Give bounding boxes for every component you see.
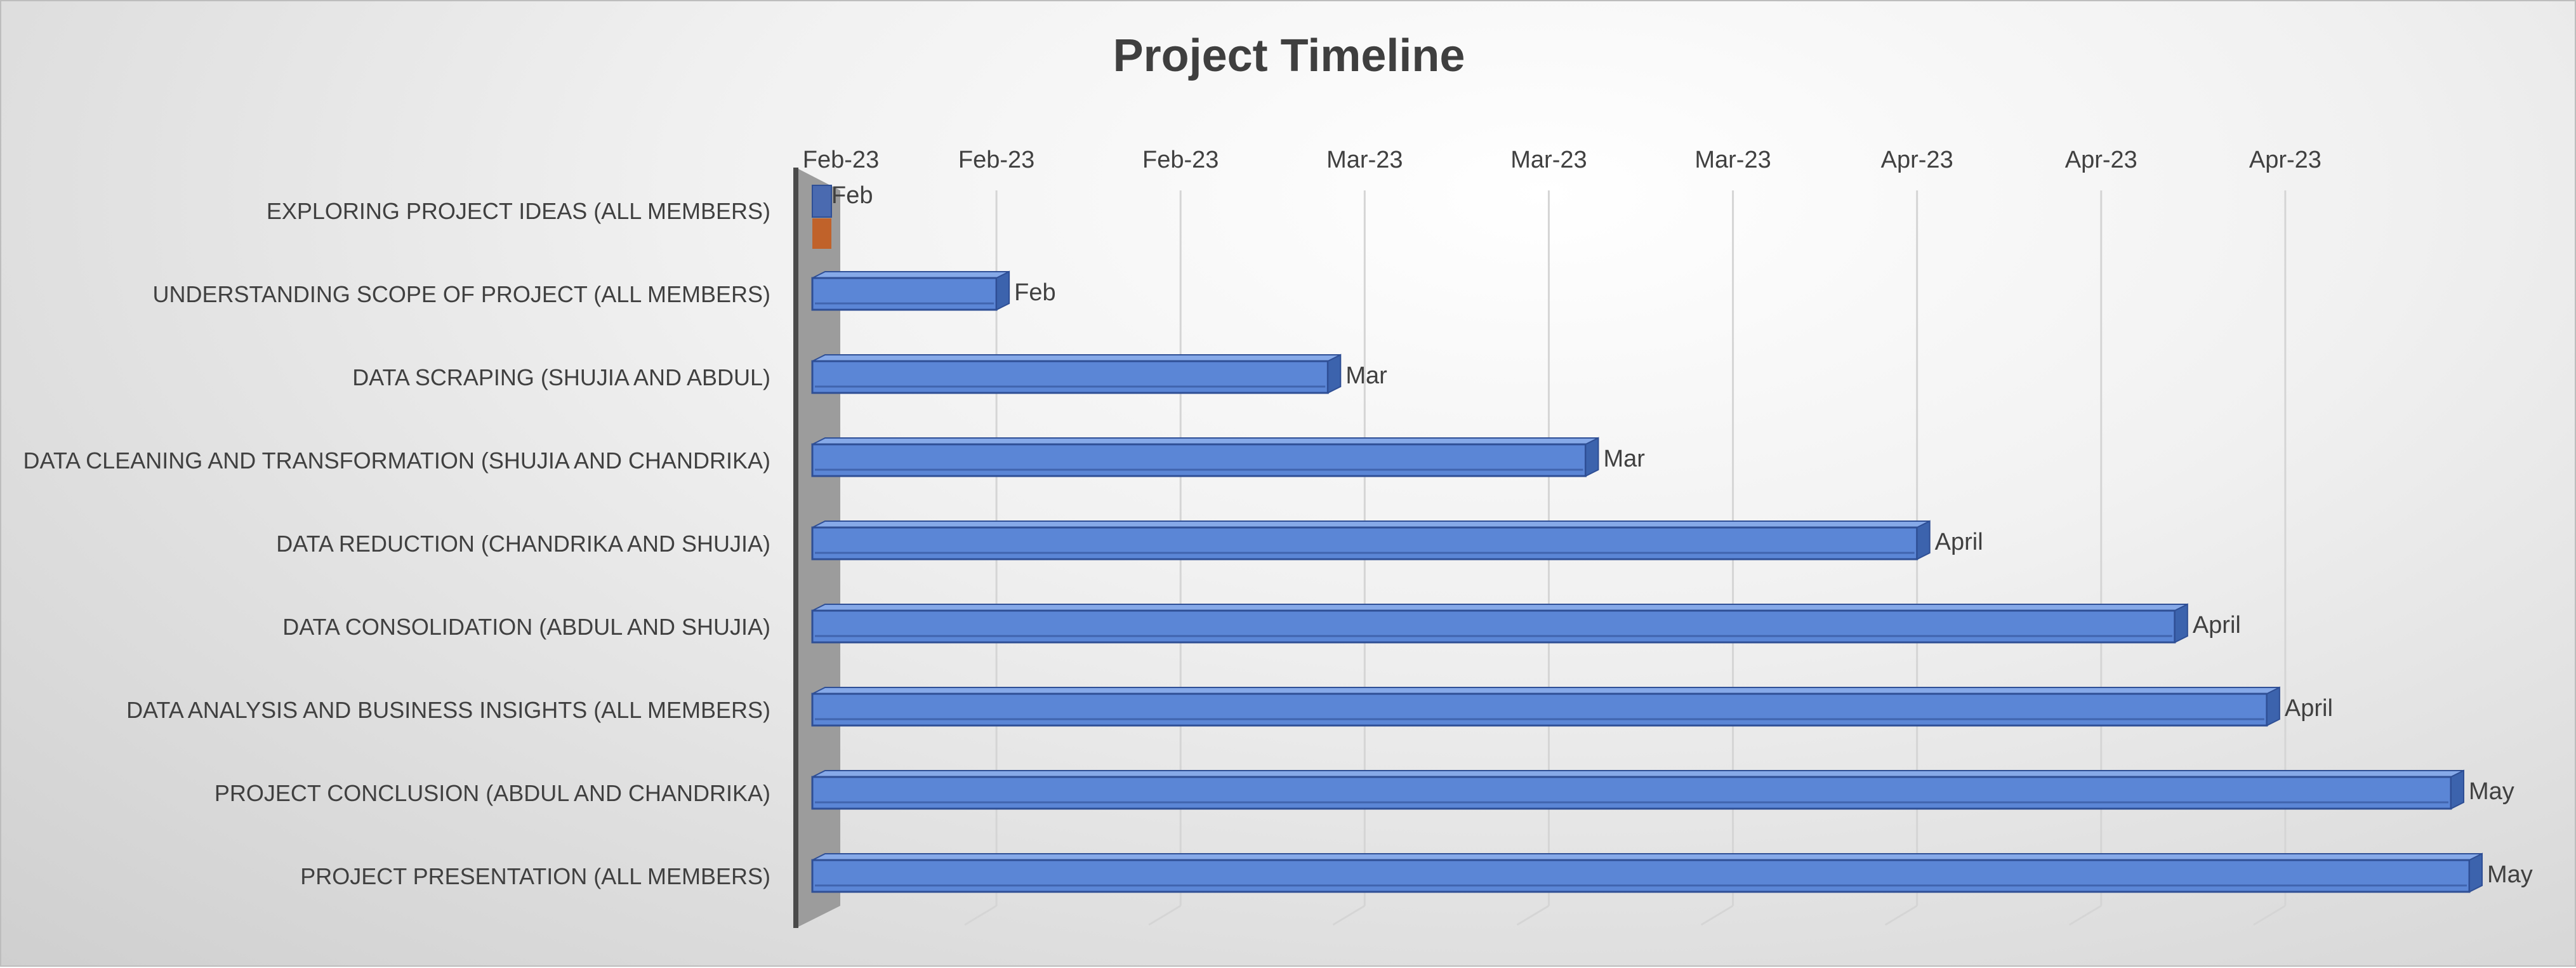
gridline-floor bbox=[1148, 905, 1181, 926]
bar-front-face bbox=[811, 526, 1919, 560]
x-tick-label: Mar-23 bbox=[1510, 147, 1587, 173]
bar-front-face bbox=[811, 693, 2268, 727]
gridline-floor bbox=[1700, 905, 1734, 926]
timeline-bars bbox=[811, 185, 2483, 893]
category-label: PROJECT CONCLUSION (ABDUL AND CHANDRIKA) bbox=[215, 780, 770, 806]
bar-side-face bbox=[2174, 603, 2188, 644]
category-label: DATA REDUCTION (CHANDRIKA AND SHUJIA) bbox=[276, 531, 770, 557]
timeline-bar bbox=[811, 769, 2464, 810]
bar-front-face bbox=[811, 360, 1329, 394]
bar-side-face bbox=[1327, 354, 1342, 394]
category-labels: EXPLORING PROJECT IDEAS (ALL MEMBERS) UND… bbox=[23, 198, 771, 889]
timeline-bar bbox=[812, 185, 832, 249]
bar-marker bbox=[812, 185, 832, 218]
data-label: Feb bbox=[1014, 279, 1055, 306]
category-label: PROJECT PRESENTATION (ALL MEMBERS) bbox=[300, 863, 770, 889]
category-label: UNDERSTANDING SCOPE OF PROJECT (ALL MEMB… bbox=[153, 281, 770, 307]
x-tick-label: Feb-23 bbox=[1142, 147, 1219, 173]
data-label: April bbox=[1935, 529, 1983, 555]
bar-side-face bbox=[1585, 437, 1599, 477]
data-label: Mar bbox=[1603, 446, 1645, 472]
data-label: April bbox=[2285, 695, 2333, 722]
bar-front-face bbox=[811, 609, 2176, 644]
bar-marker-base bbox=[812, 218, 831, 249]
timeline-bar bbox=[811, 437, 1599, 477]
gridline-floor bbox=[1332, 905, 1366, 926]
x-tick-label: Apr-23 bbox=[2249, 147, 2322, 173]
bar-side-face bbox=[2266, 686, 2280, 727]
category-label: DATA ANALYSIS AND BUSINESS INSIGHTS (ALL… bbox=[126, 697, 770, 723]
bar-side-face bbox=[2469, 852, 2483, 893]
bar-side-face bbox=[2450, 769, 2464, 810]
timeline-bar bbox=[811, 603, 2188, 644]
data-label: May bbox=[2487, 861, 2533, 888]
timeline-bar bbox=[811, 354, 1342, 394]
x-tick-label: Apr-23 bbox=[1881, 147, 1953, 173]
x-tick-label: Mar-23 bbox=[1326, 147, 1403, 173]
timeline-bar bbox=[811, 686, 2280, 727]
bar-front-face bbox=[811, 443, 1587, 477]
bar-side-face bbox=[1916, 520, 1931, 560]
bar-front-face bbox=[811, 277, 998, 311]
category-label: DATA SCRAPING (SHUJIA AND ABDUL) bbox=[352, 364, 770, 390]
data-labels: Feb Feb Mar Mar April April April May May bbox=[831, 182, 2533, 888]
data-label: May bbox=[2469, 778, 2514, 805]
category-label: DATA CONSOLIDATION (ABDUL AND SHUJIA) bbox=[282, 614, 770, 640]
data-label: Mar bbox=[1345, 362, 1387, 389]
gridline-floor bbox=[1884, 905, 1918, 926]
gridline-floor bbox=[2069, 905, 2102, 926]
chart-title: Project Timeline bbox=[1113, 30, 1465, 81]
gridline-floor bbox=[2253, 905, 2286, 926]
timeline-bar bbox=[811, 520, 1931, 560]
bar-side-face bbox=[996, 270, 1010, 311]
bar-front-face bbox=[811, 859, 2471, 893]
x-tick-label: Apr-23 bbox=[2065, 147, 2137, 173]
timeline-bar bbox=[811, 270, 1010, 311]
x-tick-label: Mar-23 bbox=[1694, 147, 1771, 173]
bar-front-face bbox=[811, 776, 2452, 810]
x-tick-label: Feb-23 bbox=[803, 147, 879, 173]
data-label: April bbox=[2193, 612, 2241, 639]
x-axis-tick-labels: Feb-23 Feb-23 Feb-23 Mar-23 Mar-23 Mar-23 Apr-… bbox=[803, 147, 2322, 173]
category-label: DATA CLEANING AND TRANSFORMATION (SHUJIA… bbox=[23, 448, 771, 474]
gridline-floor bbox=[964, 905, 997, 926]
x-tick-label: Feb-23 bbox=[958, 147, 1034, 173]
category-label: EXPLORING PROJECT IDEAS (ALL MEMBERS) bbox=[267, 198, 770, 224]
data-label: Feb bbox=[831, 182, 873, 209]
gridline-floor bbox=[1516, 905, 1550, 926]
timeline-bar bbox=[811, 852, 2483, 893]
